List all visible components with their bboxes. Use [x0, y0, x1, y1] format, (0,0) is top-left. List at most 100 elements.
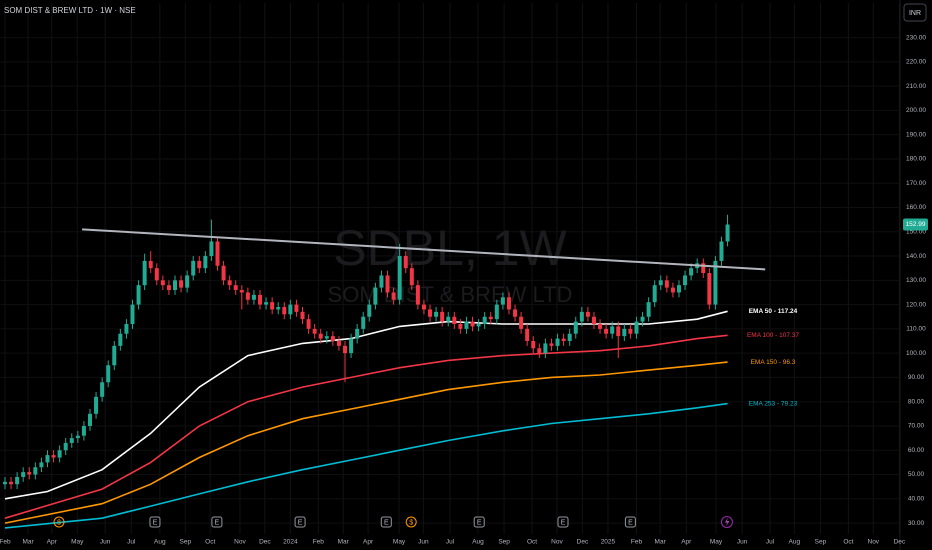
event-marker[interactable]: E: [294, 516, 306, 528]
x-tick-label: Apr: [47, 539, 58, 546]
y-tick-label: 30.00: [908, 520, 925, 527]
candle-body: [118, 333, 123, 346]
candle-body: [719, 241, 724, 261]
event-icon[interactable]: [53, 516, 65, 528]
event-label[interactable]: E: [153, 519, 158, 526]
candle-body: [130, 304, 135, 325]
candle-body: [573, 321, 578, 334]
candle-body: [258, 294, 263, 305]
candle-body: [634, 321, 639, 334]
y-tick-label: 130.00: [906, 277, 926, 284]
candle-body: [282, 307, 287, 315]
currency-button[interactable]: [903, 3, 927, 22]
event-label[interactable]: E: [384, 519, 389, 526]
candle-body: [355, 328, 360, 339]
candle-body: [604, 328, 609, 334]
event-label[interactable]: $: [409, 519, 413, 526]
candle-body: [330, 336, 335, 342]
event-icon[interactable]: [624, 516, 636, 528]
candle-body: [409, 268, 414, 286]
x-tick-label: Jun: [737, 539, 748, 546]
candle-body: [336, 341, 341, 346]
y-tick-label: 50.00: [908, 471, 925, 478]
event-label[interactable]: E: [561, 519, 566, 526]
candle-body: [124, 324, 129, 334]
candle-body: [142, 260, 147, 286]
legend-entry: EMA 100 - 107.37: [747, 332, 799, 339]
ema-line: [4, 310, 728, 500]
candle-body: [154, 268, 159, 281]
candle-body: [428, 309, 433, 317]
candle-body: [21, 472, 26, 477]
candle-body: [640, 316, 645, 322]
event-marker[interactable]: E: [624, 516, 636, 528]
event-label[interactable]: E: [215, 519, 220, 526]
candle-body: [312, 328, 317, 334]
candle-body: [112, 345, 117, 366]
candle-body: [616, 326, 621, 337]
y-tick-label: 210.00: [906, 83, 926, 90]
x-tick-label: Feb: [631, 539, 643, 546]
candle-body: [306, 319, 311, 329]
candle-body: [525, 328, 530, 342]
chart-title: SOM DIST & BREW LTD · 1W · NSE: [4, 6, 136, 15]
candle-body: [531, 341, 536, 349]
candle-body: [318, 333, 323, 339]
candle-body: [9, 481, 14, 485]
x-tick-label: Aug: [789, 539, 801, 546]
x-tick-label: Mar: [22, 539, 34, 546]
candle-body: [179, 280, 184, 288]
event-marker[interactable]: E: [557, 516, 569, 528]
event-marker[interactable]: E: [149, 516, 161, 528]
x-tick-label: Nov: [234, 539, 246, 546]
candle-body: [585, 311, 590, 317]
candle-body: [215, 241, 220, 266]
candle-body: [391, 292, 396, 300]
event-icon[interactable]: [473, 516, 485, 528]
candle-body: [87, 413, 92, 426]
candle-body: [421, 304, 426, 310]
event-icon[interactable]: [405, 516, 417, 528]
candle-body: [658, 280, 663, 286]
event-label[interactable]: $: [57, 519, 61, 526]
currency-label[interactable]: INR: [909, 10, 921, 17]
candle-body: [15, 476, 20, 485]
flash-bolt[interactable]: [724, 517, 730, 527]
event-icon[interactable]: [149, 516, 161, 528]
event-icon[interactable]: [380, 516, 392, 528]
event-icon[interactable]: [557, 516, 569, 528]
event-label[interactable]: E: [477, 519, 482, 526]
event-icon[interactable]: [294, 516, 306, 528]
event-marker[interactable]: E: [473, 516, 485, 528]
y-tick-label: 220.00: [906, 59, 926, 66]
event-label[interactable]: E: [628, 519, 633, 526]
event-marker[interactable]: $: [53, 516, 65, 528]
x-tick-label: Jun: [418, 539, 429, 546]
x-tick-label: Dec: [894, 539, 906, 546]
x-tick-label: Sep: [180, 539, 192, 546]
ema-line: [4, 402, 728, 529]
x-tick-label: Mar: [655, 539, 667, 546]
x-tick-label: Sep: [498, 539, 510, 546]
candle-body: [452, 316, 457, 325]
y-tick-label: 170.00: [906, 180, 926, 187]
legend-entry: EMA 150 - 96.3: [751, 359, 796, 366]
flash-icon[interactable]: [720, 516, 733, 528]
event-marker[interactable]: E: [380, 516, 392, 528]
candle-body: [227, 280, 232, 286]
event-marker[interactable]: E: [211, 516, 223, 528]
y-tick-label: 160.00: [906, 204, 926, 211]
candle-body: [652, 285, 657, 303]
candle-body: [628, 328, 633, 334]
flash-event[interactable]: [720, 516, 733, 528]
candle-body: [160, 280, 165, 286]
candle-body: [361, 316, 366, 329]
candle-body: [45, 455, 50, 463]
candle-body: [63, 442, 68, 451]
candle-body: [549, 343, 554, 346]
event-icon[interactable]: [211, 516, 223, 528]
event-marker[interactable]: $: [405, 516, 417, 528]
event-label[interactable]: E: [298, 519, 303, 526]
candle-body: [519, 316, 524, 329]
